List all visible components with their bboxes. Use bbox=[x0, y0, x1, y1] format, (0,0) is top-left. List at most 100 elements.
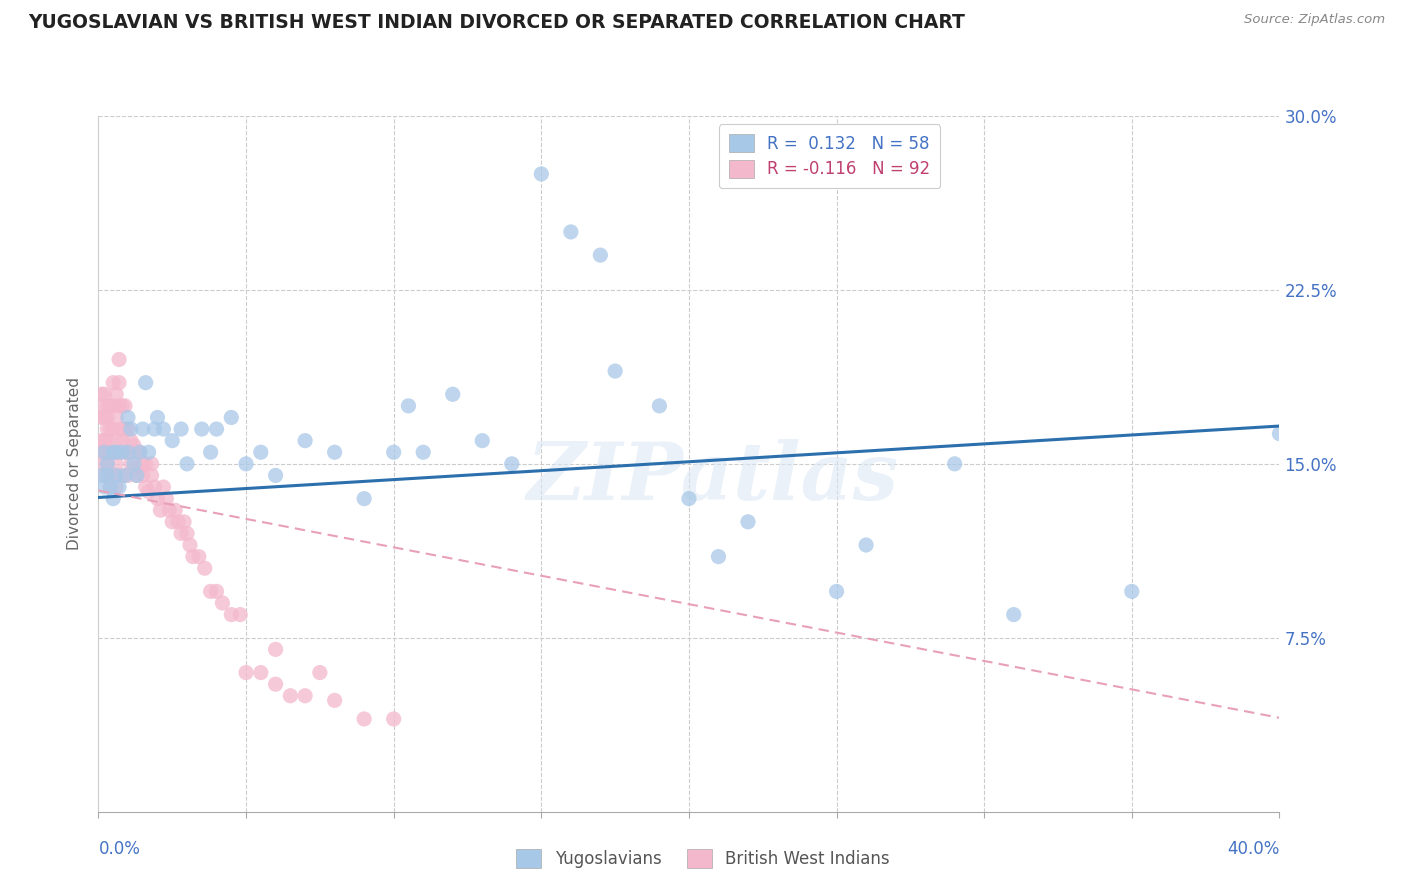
Point bbox=[103, 422, 125, 436]
Point bbox=[122, 457, 145, 471]
Point bbox=[103, 399, 125, 413]
Point bbox=[1268, 426, 1291, 441]
Point bbox=[229, 607, 252, 622]
Point bbox=[120, 422, 142, 436]
Legend: R =  0.132   N = 58, R = -0.116   N = 92: R = 0.132 N = 58, R = -0.116 N = 92 bbox=[718, 124, 941, 188]
Point bbox=[191, 422, 214, 436]
Point bbox=[146, 491, 169, 506]
Point bbox=[135, 376, 157, 390]
Point bbox=[125, 468, 148, 483]
Point bbox=[135, 457, 157, 471]
Point bbox=[90, 410, 112, 425]
Point bbox=[152, 422, 174, 436]
Point bbox=[737, 515, 759, 529]
Point bbox=[96, 468, 118, 483]
Point bbox=[155, 491, 177, 506]
Point bbox=[471, 434, 494, 448]
Point bbox=[187, 549, 209, 564]
Text: YUGOSLAVIAN VS BRITISH WEST INDIAN DIVORCED OR SEPARATED CORRELATION CHART: YUGOSLAVIAN VS BRITISH WEST INDIAN DIVOR… bbox=[28, 13, 965, 32]
Point bbox=[179, 538, 201, 552]
Point bbox=[98, 399, 121, 413]
Point bbox=[382, 445, 405, 459]
Point bbox=[323, 693, 346, 707]
Legend: Yugoslavians, British West Indians: Yugoslavians, British West Indians bbox=[510, 843, 896, 875]
Point bbox=[162, 515, 183, 529]
Point bbox=[135, 480, 157, 494]
Point bbox=[108, 445, 131, 459]
Point bbox=[141, 468, 163, 483]
Point bbox=[250, 665, 273, 680]
Text: 0.0%: 0.0% bbox=[98, 839, 141, 857]
Point bbox=[93, 480, 115, 494]
Point bbox=[111, 445, 134, 459]
Point bbox=[105, 457, 128, 471]
Point bbox=[219, 607, 242, 622]
Point bbox=[170, 526, 193, 541]
Point bbox=[98, 445, 121, 459]
Point bbox=[103, 445, 125, 459]
Point bbox=[98, 480, 121, 494]
Point bbox=[103, 445, 125, 459]
Point bbox=[98, 422, 121, 436]
Point bbox=[943, 457, 966, 471]
Point bbox=[114, 468, 136, 483]
Point bbox=[235, 457, 257, 471]
Point bbox=[105, 468, 128, 483]
Point bbox=[264, 677, 287, 691]
Point bbox=[105, 445, 128, 459]
Point bbox=[143, 422, 166, 436]
Point bbox=[855, 538, 877, 552]
Point bbox=[382, 712, 405, 726]
Point bbox=[93, 468, 115, 483]
Point bbox=[128, 461, 150, 475]
Point bbox=[120, 434, 142, 448]
Point bbox=[138, 484, 160, 499]
Y-axis label: Divorced or Separated: Divorced or Separated bbox=[67, 377, 83, 550]
Point bbox=[122, 461, 145, 475]
Point bbox=[117, 410, 139, 425]
Point bbox=[165, 503, 187, 517]
Point bbox=[1121, 584, 1143, 599]
Point bbox=[93, 445, 115, 459]
Point bbox=[96, 410, 118, 425]
Point bbox=[96, 457, 118, 471]
Point bbox=[90, 399, 112, 413]
Text: ZIPatlas: ZIPatlas bbox=[526, 439, 898, 516]
Point bbox=[278, 689, 302, 703]
Point bbox=[530, 167, 553, 181]
Point bbox=[157, 503, 180, 517]
Point bbox=[353, 491, 375, 506]
Point bbox=[122, 438, 145, 452]
Point bbox=[181, 549, 204, 564]
Point bbox=[264, 468, 287, 483]
Point bbox=[103, 491, 125, 506]
Point bbox=[93, 457, 115, 471]
Text: 40.0%: 40.0% bbox=[1227, 839, 1279, 857]
Point bbox=[205, 584, 228, 599]
Point bbox=[111, 468, 134, 483]
Point bbox=[323, 445, 346, 459]
Point bbox=[589, 248, 612, 262]
Point bbox=[93, 410, 115, 425]
Point bbox=[162, 434, 183, 448]
Point bbox=[90, 445, 112, 459]
Point bbox=[108, 399, 131, 413]
Point bbox=[412, 445, 434, 459]
Point bbox=[93, 445, 115, 459]
Point bbox=[152, 480, 174, 494]
Point bbox=[96, 399, 118, 413]
Point bbox=[96, 445, 118, 459]
Point bbox=[117, 422, 139, 436]
Point bbox=[678, 491, 700, 506]
Point bbox=[128, 445, 150, 459]
Point bbox=[108, 376, 131, 390]
Point bbox=[205, 422, 228, 436]
Point bbox=[96, 457, 118, 471]
Point bbox=[117, 445, 139, 459]
Point bbox=[108, 480, 131, 494]
Point bbox=[111, 422, 134, 436]
Point bbox=[125, 468, 148, 483]
Point bbox=[219, 410, 242, 425]
Point bbox=[294, 689, 316, 703]
Point bbox=[93, 387, 115, 401]
